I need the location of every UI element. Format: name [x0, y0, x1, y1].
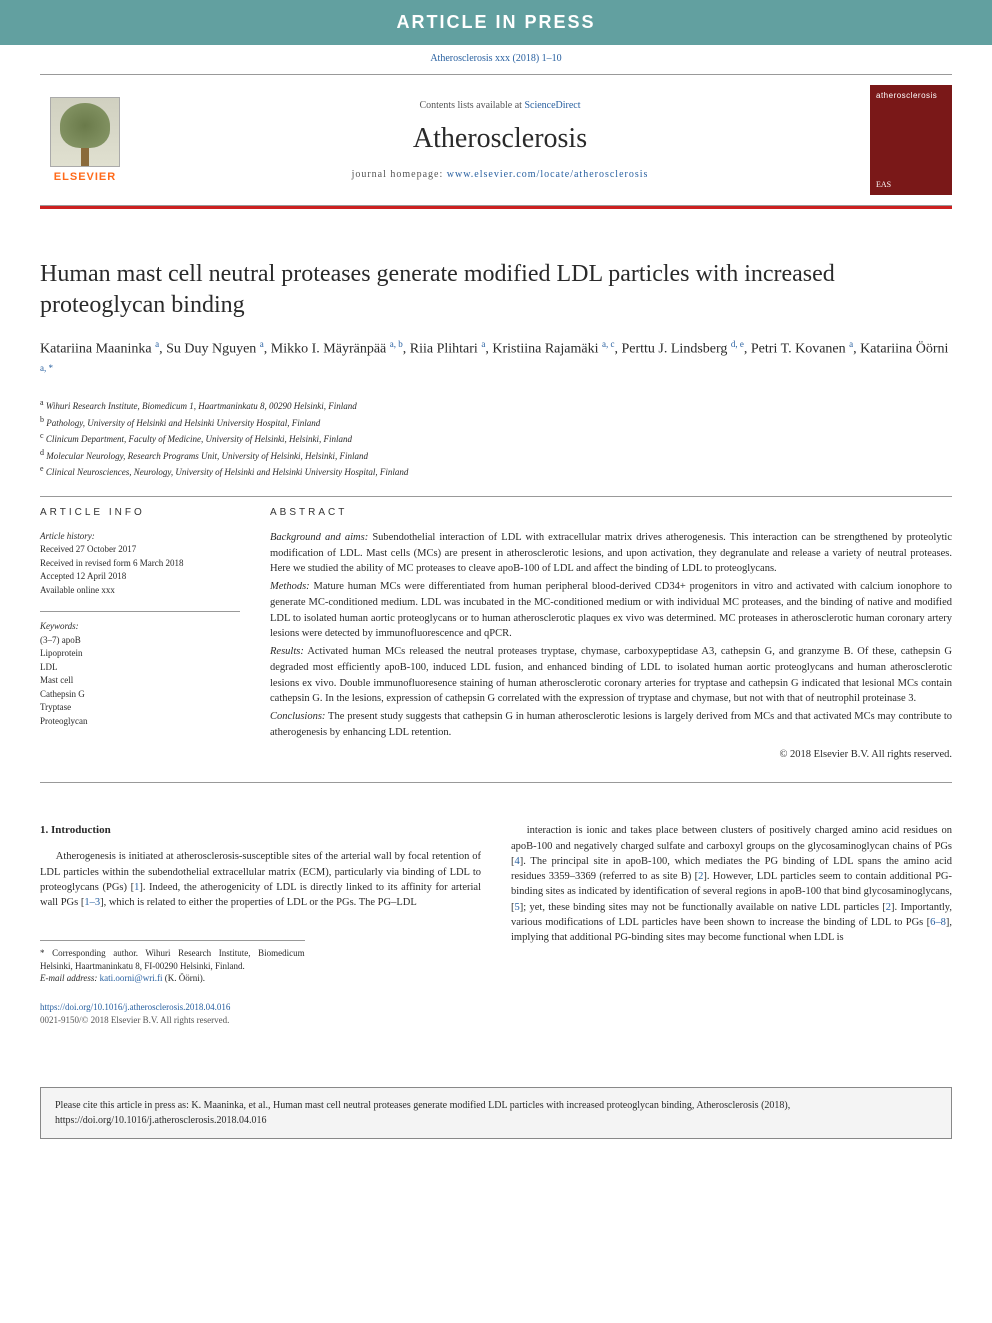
- keywords-label: Keywords:: [40, 620, 240, 634]
- cover-footer: EAS: [876, 180, 946, 189]
- divider: [40, 496, 952, 497]
- journal-cover-thumbnail: atherosclerosis EAS: [870, 85, 952, 195]
- cover-title: atherosclerosis: [876, 91, 946, 100]
- issn-copyright: 0021-9150/© 2018 Elsevier B.V. All right…: [40, 1014, 481, 1027]
- divider: [40, 782, 952, 783]
- corresponding-author-footnote: * Corresponding author. Wihuri Research …: [40, 940, 305, 985]
- elsevier-label: ELSEVIER: [54, 171, 116, 183]
- abstract-body: Background and aims: Subendothelial inte…: [270, 530, 952, 741]
- keyword-list: (3–7) apoBLipoproteinLDLMast cellCatheps…: [40, 634, 240, 729]
- elsevier-logo: ELSEVIER: [40, 90, 130, 190]
- doi-link[interactable]: https://doi.org/10.1016/j.atherosclerosi…: [40, 1001, 481, 1014]
- journal-name: Atherosclerosis: [130, 123, 870, 155]
- header-red-bar: [40, 206, 952, 209]
- corr-author-text: * Corresponding author. Wihuri Research …: [40, 947, 305, 972]
- please-cite-box: Please cite this article in press as: K.…: [40, 1087, 952, 1139]
- elsevier-tree-icon: [50, 97, 120, 167]
- body-paragraph-right: interaction is ionic and takes place bet…: [511, 823, 952, 945]
- email-suffix: (K. Öörni).: [162, 973, 205, 983]
- history-label: Article history:: [40, 530, 240, 544]
- email-label: E-mail address:: [40, 973, 100, 983]
- contents-prefix: Contents lists available at: [419, 100, 524, 111]
- abstract-heading: ABSTRACT: [270, 505, 952, 520]
- email-link[interactable]: kati.oorni@wri.fi: [100, 973, 163, 983]
- journal-header: ELSEVIER Contents lists available at Sci…: [40, 74, 952, 206]
- top-citation: Atherosclerosis xxx (2018) 1–10: [40, 53, 952, 64]
- homepage-link[interactable]: www.elsevier.com/locate/atherosclerosis: [447, 169, 649, 180]
- doi-block: https://doi.org/10.1016/j.atherosclerosi…: [40, 1001, 481, 1027]
- affiliation-list: a Wihuri Research Institute, Biomedicum …: [40, 397, 952, 480]
- abstract-column: ABSTRACT Background and aims: Subendothe…: [270, 505, 952, 763]
- body-text: 1. Introduction Atherogenesis is initiat…: [40, 823, 952, 1027]
- article-title: Human mast cell neutral proteases genera…: [40, 259, 952, 321]
- body-paragraph-left: Atherogenesis is initiated at atheroscle…: [40, 849, 481, 910]
- article-info-column: ARTICLE INFO Article history: Received 2…: [40, 505, 240, 763]
- divider: [40, 611, 240, 612]
- history-lines: Received 27 October 2017Received in revi…: [40, 543, 240, 597]
- introduction-heading: 1. Introduction: [40, 823, 481, 839]
- sciencedirect-link[interactable]: ScienceDirect: [524, 100, 580, 111]
- abstract-copyright: © 2018 Elsevier B.V. All rights reserved…: [270, 747, 952, 763]
- homepage-label: journal homepage:: [352, 169, 447, 180]
- contents-available-line: Contents lists available at ScienceDirec…: [130, 100, 870, 111]
- author-list: Katariina Maaninka a, Su Duy Nguyen a, M…: [40, 337, 952, 385]
- article-info-heading: ARTICLE INFO: [40, 505, 240, 520]
- article-in-press-banner: ARTICLE IN PRESS: [0, 0, 992, 45]
- journal-homepage-line: journal homepage: www.elsevier.com/locat…: [130, 169, 870, 180]
